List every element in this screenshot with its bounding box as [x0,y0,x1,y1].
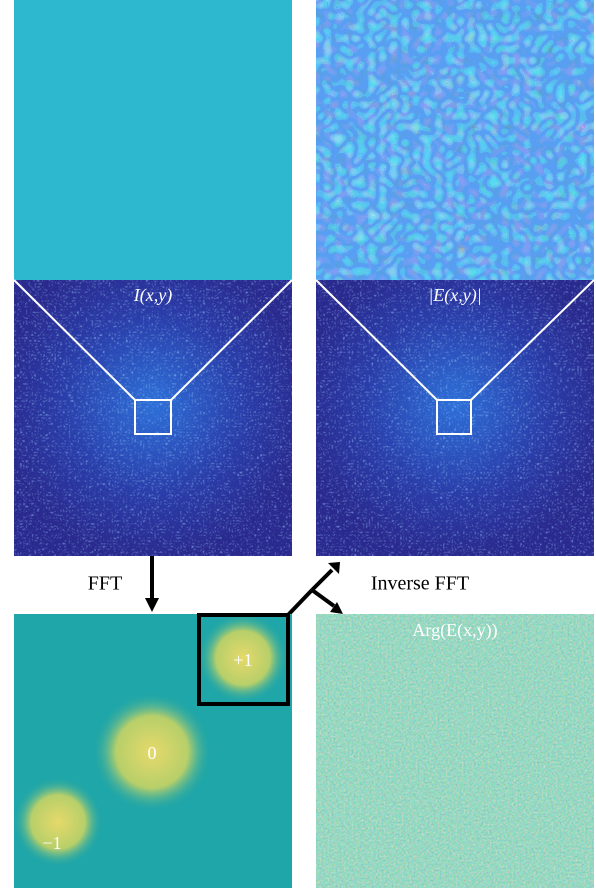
order-minus-one: −1 [42,833,61,853]
order-plus-one: +1 [233,650,252,670]
figure: I(x,y) |E(x,y)| FFT Inverse FFT +1 0 −1 … [0,0,596,888]
inverse-fft-label: Inverse FFT [371,573,469,595]
amplitude-label: |E(x,y)| [428,285,481,306]
arrows [152,556,334,615]
phase-label: Arg(E(x,y)) [412,620,497,641]
intensity-zoom-texture [14,0,292,280]
fft-label: FFT [88,573,122,595]
order-zero: 0 [148,743,157,763]
phase-panel [316,614,594,888]
intensity-label: I(x,y) [133,285,172,306]
order-minus-blob [13,777,103,867]
amplitude-zoom [316,0,594,280]
